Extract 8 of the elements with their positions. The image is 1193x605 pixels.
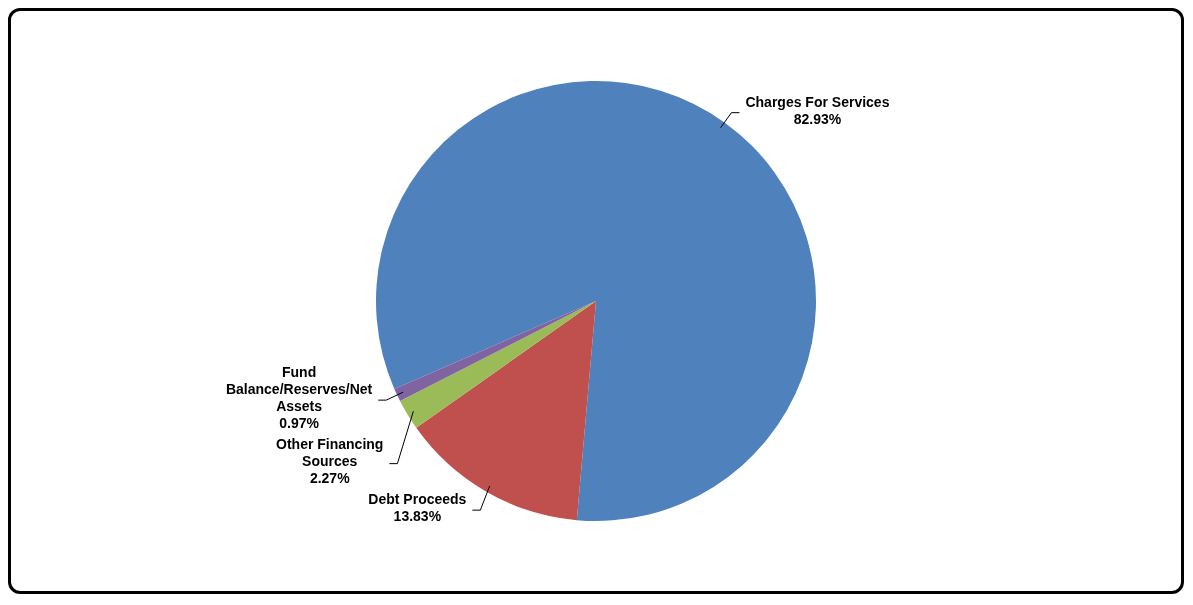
data-label: 82.93% bbox=[793, 110, 842, 127]
slice-label: Fund Balance/Reserves/Net Assets bbox=[225, 363, 373, 414]
data-label: 13.83% bbox=[393, 507, 442, 524]
slice-label: Other Financing Sources bbox=[276, 435, 384, 469]
data-label: 0.97% bbox=[279, 414, 320, 431]
slice-label: Debt Proceeds bbox=[368, 490, 467, 507]
data-label: 2.27% bbox=[309, 469, 351, 486]
slice-label: Charges For Services bbox=[745, 93, 890, 110]
